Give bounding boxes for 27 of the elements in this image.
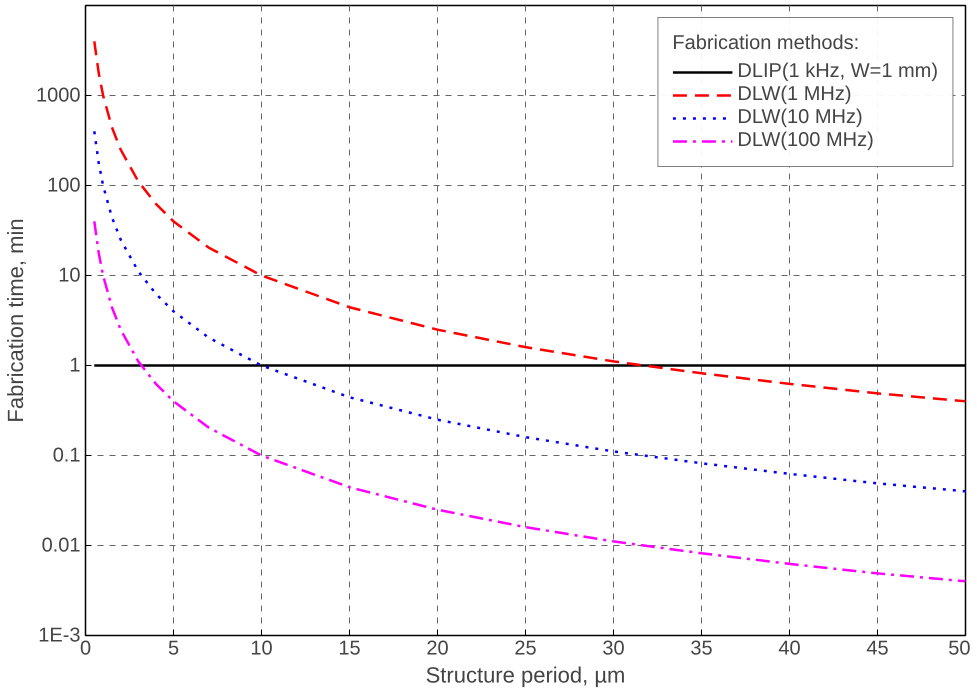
y-tick-label: 0.01 bbox=[42, 534, 81, 556]
legend-label: DLW(10 MHz) bbox=[737, 106, 863, 129]
x-tick-label: 5 bbox=[168, 638, 180, 660]
y-tick-label: 1 bbox=[69, 354, 80, 376]
x-tick-label: 45 bbox=[866, 638, 889, 660]
x-tick-label: 40 bbox=[778, 638, 801, 660]
legend-label: DLW(1 MHz) bbox=[737, 83, 852, 106]
y-tick-label: 100 bbox=[47, 174, 81, 196]
legend-label: DLW(100 MHz) bbox=[737, 129, 874, 152]
line-series bbox=[93, 220, 966, 583]
legend-title: Fabrication methods: bbox=[672, 32, 860, 55]
x-tick-label: 25 bbox=[514, 638, 537, 660]
y-tick-label: 1000 bbox=[36, 84, 81, 106]
y-tick-label: 10 bbox=[58, 264, 81, 286]
y-axis-title: Fabrication time, min bbox=[3, 218, 28, 423]
legend-label: DLIP(1 kHz, W=1 mm) bbox=[737, 60, 938, 83]
x-axis-title: Structure period, µm bbox=[426, 662, 626, 688]
y-tick-label: 1E-3 bbox=[38, 624, 81, 646]
x-tick-label: 10 bbox=[250, 638, 273, 660]
y-tick-label: 0.1 bbox=[52, 444, 81, 466]
x-tick-label: 50 bbox=[948, 638, 971, 660]
x-tick-label: 35 bbox=[690, 638, 713, 660]
x-tick-label: 15 bbox=[338, 638, 361, 660]
x-tick-label: 20 bbox=[426, 638, 449, 660]
line-series bbox=[93, 130, 966, 493]
x-tick-label: 30 bbox=[602, 638, 625, 660]
x-tick-label: 0 bbox=[80, 638, 92, 660]
